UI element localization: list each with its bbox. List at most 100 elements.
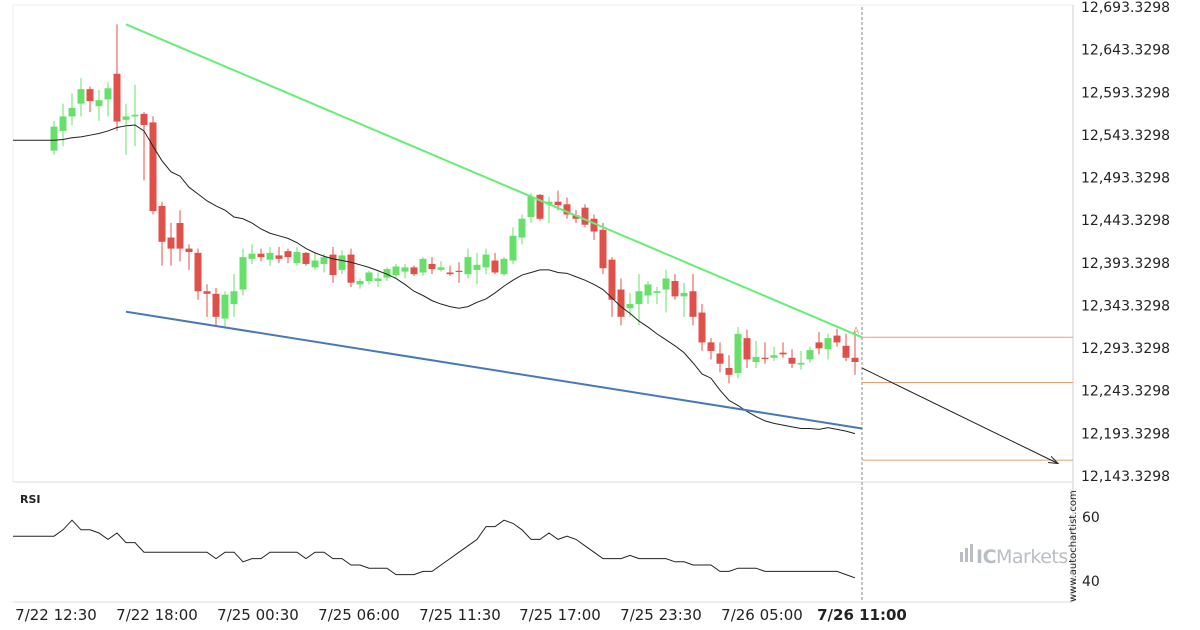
candle-body — [464, 257, 472, 275]
logo-bar-2 — [965, 548, 968, 562]
candlestick — [194, 248, 202, 300]
candlestick — [833, 328, 841, 347]
candlestick — [266, 246, 274, 266]
candlestick — [797, 350, 805, 370]
x-tick-label: 7/22 18:00 — [116, 606, 198, 624]
candlestick — [248, 244, 256, 264]
candle-body — [59, 116, 67, 131]
y-tick-label: 12,243.3298 — [1081, 384, 1170, 400]
candle-body — [131, 114, 139, 117]
candlestick — [392, 263, 400, 279]
candle-body — [293, 252, 301, 264]
candle-body — [86, 89, 94, 102]
candle-body — [140, 113, 148, 125]
candlestick — [581, 204, 589, 228]
candle-body — [689, 291, 697, 317]
candle-body — [608, 259, 616, 300]
candlestick — [509, 227, 517, 264]
candle-body — [230, 291, 238, 305]
y-tick-label: 12,493.3298 — [1081, 171, 1170, 187]
candle-body — [671, 281, 679, 297]
candlestick — [230, 274, 238, 317]
x-tick-label: 7/22 12:30 — [15, 606, 97, 624]
candle-body — [383, 269, 391, 278]
candlestick — [599, 223, 607, 275]
candle-body — [806, 350, 814, 360]
candlestick — [698, 304, 706, 351]
candle-body — [374, 278, 382, 282]
candle-body — [185, 248, 193, 253]
y-tick-label: 12,643.3298 — [1081, 43, 1170, 59]
candle-body — [275, 255, 283, 259]
logo-bar-1 — [960, 552, 963, 562]
candlestick — [464, 248, 472, 279]
x-tick-label: 7/25 00:30 — [217, 606, 299, 624]
candle-body — [284, 251, 292, 258]
candle-body — [680, 292, 688, 297]
candlestick — [779, 342, 787, 358]
candlestick — [338, 250, 346, 275]
candle-body — [347, 254, 355, 283]
candle-body — [815, 342, 823, 349]
candlestick — [428, 257, 436, 275]
candle-body — [77, 89, 85, 104]
candlestick — [284, 248, 292, 264]
candlestick — [203, 284, 211, 317]
candlestick — [437, 261, 445, 272]
candle-body — [356, 281, 364, 285]
candlestick — [185, 244, 193, 270]
candle-body — [707, 342, 715, 351]
candle-body — [581, 207, 589, 225]
forecast-arrow-head — [1048, 455, 1060, 465]
candlestick — [644, 281, 652, 305]
candlestick — [617, 278, 625, 326]
target-levels: A — [853, 326, 1073, 461]
candle-body — [500, 258, 508, 275]
candle-body — [491, 260, 499, 273]
x-tick-label: 7/25 11:30 — [419, 606, 501, 624]
candlestick — [734, 327, 742, 379]
candle-body — [446, 272, 454, 275]
candle-body — [716, 353, 724, 364]
candle-body — [797, 362, 805, 365]
y-tick-label: 12,343.3298 — [1081, 298, 1170, 314]
candlestick — [689, 274, 697, 326]
candle-body — [437, 267, 445, 270]
candlestick — [680, 282, 688, 317]
candlesticks — [50, 24, 859, 384]
forecast-arrow-line — [861, 367, 1059, 464]
candle-body — [545, 201, 553, 205]
candlestick — [671, 274, 679, 300]
candle-body — [473, 264, 481, 270]
candle-body — [338, 255, 346, 270]
candle-body — [572, 215, 580, 219]
x-tick-label: 7/26 11:00 — [817, 606, 907, 624]
moving-average-line — [13, 124, 856, 435]
candlestick — [545, 196, 553, 224]
candle-body — [554, 201, 562, 206]
candlestick — [302, 252, 310, 266]
candle-body — [167, 237, 175, 249]
y-tick-label: 12,443.3298 — [1081, 213, 1170, 229]
candle-body — [698, 312, 706, 343]
candlestick — [500, 257, 508, 276]
candle-body — [518, 218, 526, 238]
y-tick-label: 12,693.3298 — [1081, 0, 1170, 16]
candle-body — [311, 260, 319, 268]
candle-body — [302, 252, 310, 264]
candlestick — [239, 248, 247, 296]
candle-body — [95, 100, 103, 107]
x-tick-label: 7/25 17:00 — [519, 606, 601, 624]
candle-body — [410, 267, 418, 275]
candle-body — [257, 253, 265, 258]
candlestick — [401, 263, 409, 279]
candlestick — [455, 262, 463, 283]
candle-body — [266, 252, 274, 260]
candle-body — [653, 291, 661, 293]
candlestick — [806, 346, 814, 363]
candlestick — [140, 112, 148, 181]
candle-body — [194, 252, 202, 292]
y-tick-label: 12,193.3298 — [1081, 426, 1170, 442]
logo-bar-3 — [970, 544, 973, 562]
candle-body — [176, 223, 184, 249]
